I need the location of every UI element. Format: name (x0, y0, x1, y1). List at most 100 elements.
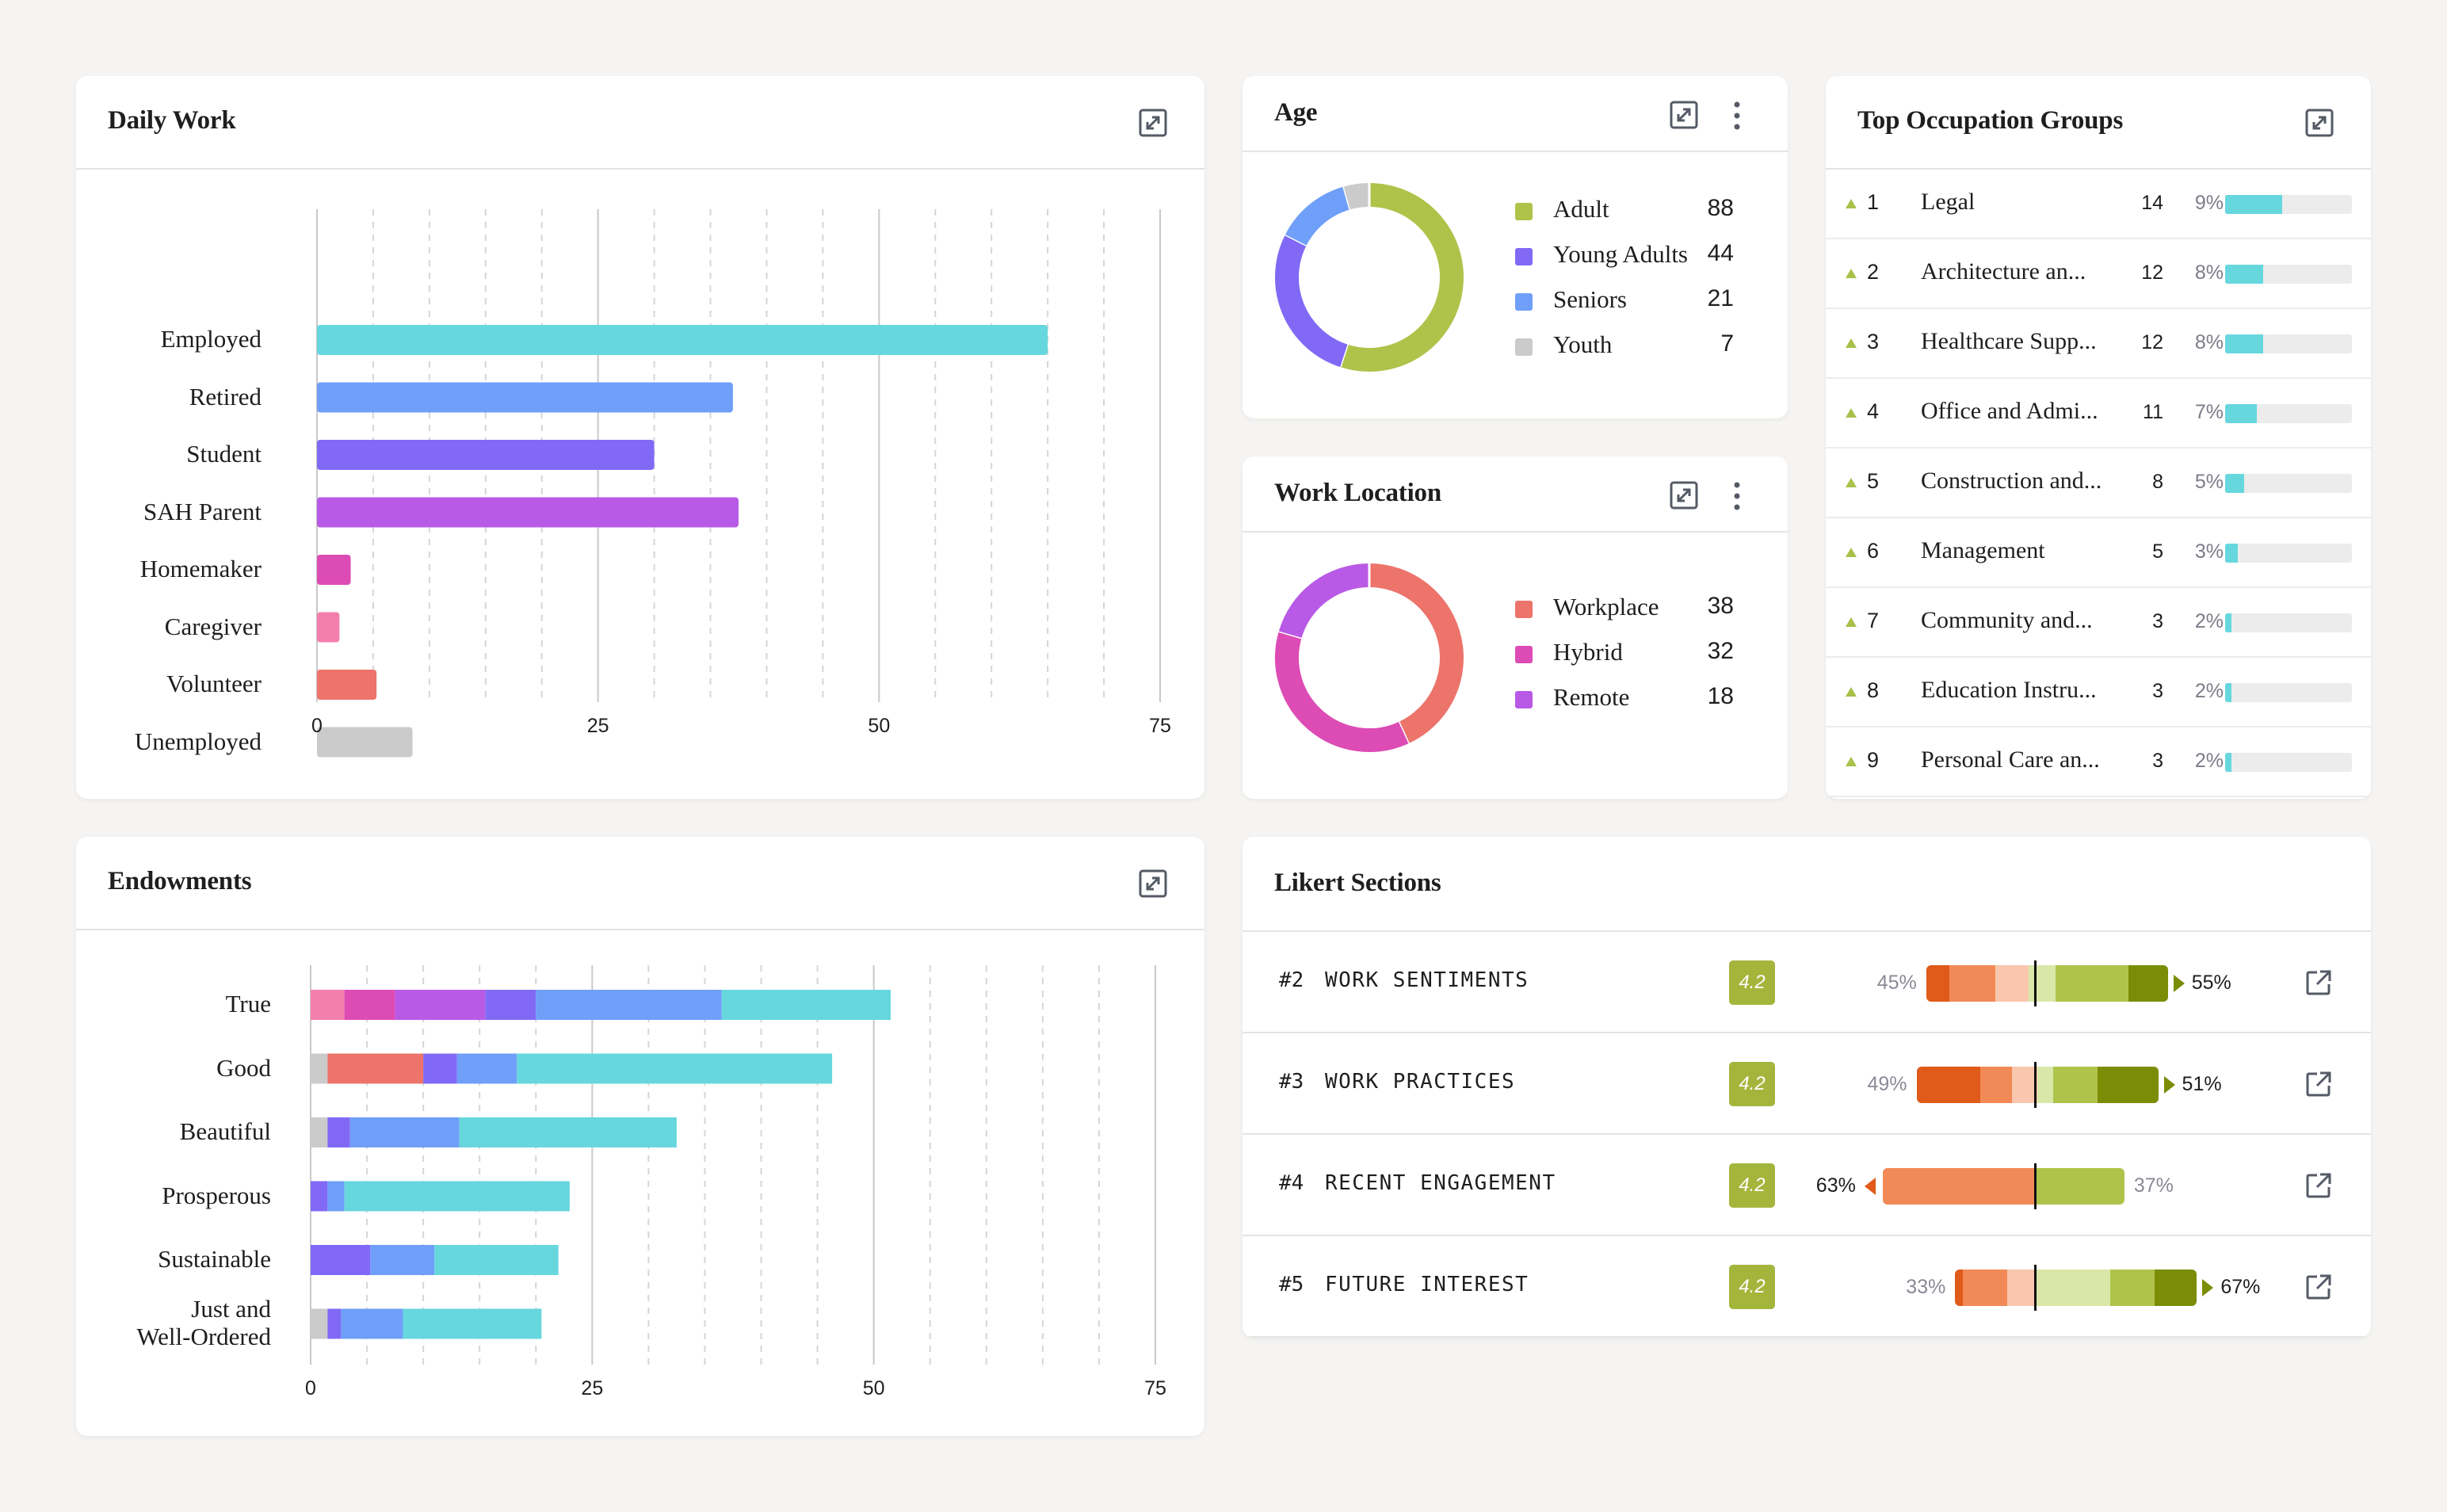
stack-segment[interactable] (327, 1053, 424, 1084)
occupation-percent: 7% (2194, 401, 2224, 423)
likert-row[interactable]: #3 WORK PRACTICES 4.2 49% 51% (1243, 1033, 2371, 1135)
bar-volunteer[interactable] (317, 670, 377, 700)
likert-segment[interactable] (1955, 1270, 1963, 1306)
external-link-icon[interactable] (2304, 1171, 2333, 1200)
stack-segment[interactable] (434, 1245, 559, 1275)
expand-icon[interactable] (2304, 108, 2334, 138)
stack-segment[interactable] (403, 1308, 542, 1339)
legend-item[interactable]: Young Adults 44 (1515, 235, 1734, 280)
external-link-icon[interactable] (2304, 968, 2333, 997)
likert-segment[interactable] (1882, 1168, 2035, 1205)
kebab-menu-icon[interactable] (1731, 100, 1743, 132)
stack-segment[interactable] (459, 1117, 677, 1147)
likert-segment[interactable] (2055, 965, 2128, 1002)
likert-segment[interactable] (2155, 1270, 2197, 1306)
bar-employed[interactable] (317, 325, 1048, 355)
legend-item[interactable]: Youth 7 (1515, 326, 1734, 370)
endowments-plot (310, 965, 1156, 1365)
stack-segment[interactable] (311, 990, 345, 1020)
likert-center-line (2034, 1163, 2037, 1209)
occupation-row[interactable]: 1 Legal 14 9% (1826, 170, 2371, 239)
likert-segment[interactable] (2037, 1270, 2111, 1306)
likert-segment[interactable] (1916, 1067, 1980, 1103)
legend-item[interactable]: Adult 88 (1515, 190, 1734, 235)
slice-separator (1342, 186, 1352, 210)
occupation-row[interactable]: 2 Architecture an... 12 8% (1826, 239, 2371, 309)
legend-value: 18 (1707, 683, 1734, 709)
stack-segment[interactable] (327, 1181, 345, 1212)
likert-segment[interactable] (1926, 965, 1949, 1002)
legend-item[interactable]: Remote 18 (1515, 678, 1734, 723)
likert-segment[interactable] (2011, 1067, 2038, 1103)
occupation-bar-track (2225, 683, 2352, 702)
occupation-row[interactable]: 6 Management 5 3% (1826, 518, 2371, 588)
likert-segment[interactable] (1995, 965, 2029, 1002)
stack-segment[interactable] (311, 1117, 328, 1147)
stack-segment[interactable] (349, 1117, 460, 1147)
stack-segment[interactable] (456, 1053, 517, 1084)
donut-slice-workplace[interactable] (1369, 563, 1464, 744)
occupation-row[interactable]: 3 Healthcare Supp... 12 8% (1826, 309, 2371, 379)
expand-icon[interactable] (1669, 480, 1699, 510)
stack-segment[interactable] (311, 1053, 328, 1084)
stack-segment[interactable] (485, 990, 536, 1020)
stack-segment[interactable] (344, 1181, 570, 1212)
likert-segment[interactable] (1949, 965, 1996, 1002)
bar-retired[interactable] (317, 382, 733, 413)
occupation-row[interactable]: 7 Community and... 3 2% (1826, 588, 2371, 658)
donut-slice-youth[interactable] (1343, 183, 1370, 210)
external-link-icon[interactable] (2304, 1070, 2333, 1098)
legend-item[interactable]: Seniors 21 (1515, 281, 1734, 325)
stack-segment[interactable] (395, 990, 486, 1020)
stack-segment[interactable] (311, 1308, 328, 1339)
occupation-row[interactable]: 5 Construction and... 8 5% (1826, 449, 2371, 518)
likert-segment[interactable] (2110, 1270, 2155, 1306)
stack-segment[interactable] (327, 1308, 342, 1339)
stack-segment[interactable] (327, 1117, 350, 1147)
bar-homemaker[interactable] (317, 555, 351, 585)
likert-segment[interactable] (1979, 1067, 2012, 1103)
likert-left-percent: 33% (1906, 1276, 1946, 1298)
likert-row[interactable]: #4 RECENT ENGAGEMENT 4.2 63% 37% (1243, 1135, 2371, 1236)
likert-segment[interactable] (2098, 1067, 2159, 1103)
stack-segment[interactable] (423, 1053, 457, 1084)
stack-segment[interactable] (311, 1181, 328, 1212)
occupation-row[interactable]: 9 Personal Care an... 3 2% (1826, 727, 2371, 797)
legend-item[interactable]: Workplace 38 (1515, 588, 1734, 632)
stack-segment[interactable] (311, 1245, 371, 1275)
bar-caregiver[interactable] (317, 612, 340, 643)
stack-segment[interactable] (341, 1308, 403, 1339)
donut-slice-young-adults[interactable] (1275, 234, 1348, 368)
bar-unemployed[interactable] (317, 727, 413, 758)
likert-row[interactable]: #5 FUTURE INTEREST 4.2 33% 67% (1243, 1236, 2371, 1338)
occupation-row[interactable]: 8 Education Instru... 3 2% (1826, 658, 2371, 727)
likert-segment[interactable] (1962, 1270, 2007, 1306)
likert-segment[interactable] (2006, 1270, 2037, 1306)
legend-item[interactable]: Hybrid 32 (1515, 633, 1734, 678)
likert-segment[interactable] (2029, 965, 2056, 1002)
likert-row[interactable]: #2 WORK SENTIMENTS 4.2 45% 55% (1243, 932, 2371, 1033)
donut-slice-adult[interactable] (1340, 183, 1464, 372)
bar-sah-parent[interactable] (317, 497, 739, 528)
expand-icon[interactable] (1138, 869, 1168, 899)
likert-segment[interactable] (2037, 1067, 2054, 1103)
occupation-row[interactable]: 4 Office and Admi... 11 7% (1826, 379, 2371, 449)
donut-slice-seniors[interactable] (1285, 186, 1351, 246)
donut-slice-hybrid[interactable] (1275, 631, 1409, 752)
expand-icon[interactable] (1669, 100, 1699, 130)
stack-segment[interactable] (517, 1053, 833, 1084)
donut-slice-remote[interactable] (1278, 563, 1370, 639)
likert-segment[interactable] (2128, 965, 2168, 1002)
category-label: True (76, 990, 271, 1018)
expand-icon[interactable] (1138, 108, 1168, 138)
kebab-menu-icon[interactable] (1731, 480, 1743, 512)
stack-segment[interactable] (536, 990, 722, 1020)
stack-segment[interactable] (370, 1245, 435, 1275)
bar-student[interactable] (317, 440, 655, 470)
stack-segment[interactable] (721, 990, 891, 1020)
likert-segment[interactable] (2035, 1168, 2124, 1205)
stack-segment[interactable] (344, 990, 395, 1020)
external-link-icon[interactable] (2304, 1273, 2333, 1301)
occupation-count: 12 (2141, 262, 2163, 284)
likert-segment[interactable] (2053, 1067, 2098, 1103)
